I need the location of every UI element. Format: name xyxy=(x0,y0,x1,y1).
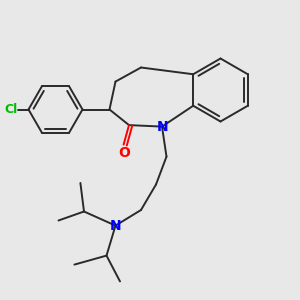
Text: N: N xyxy=(157,120,169,134)
Text: Cl: Cl xyxy=(5,103,18,116)
Text: O: O xyxy=(118,146,130,160)
Text: N: N xyxy=(110,219,121,232)
